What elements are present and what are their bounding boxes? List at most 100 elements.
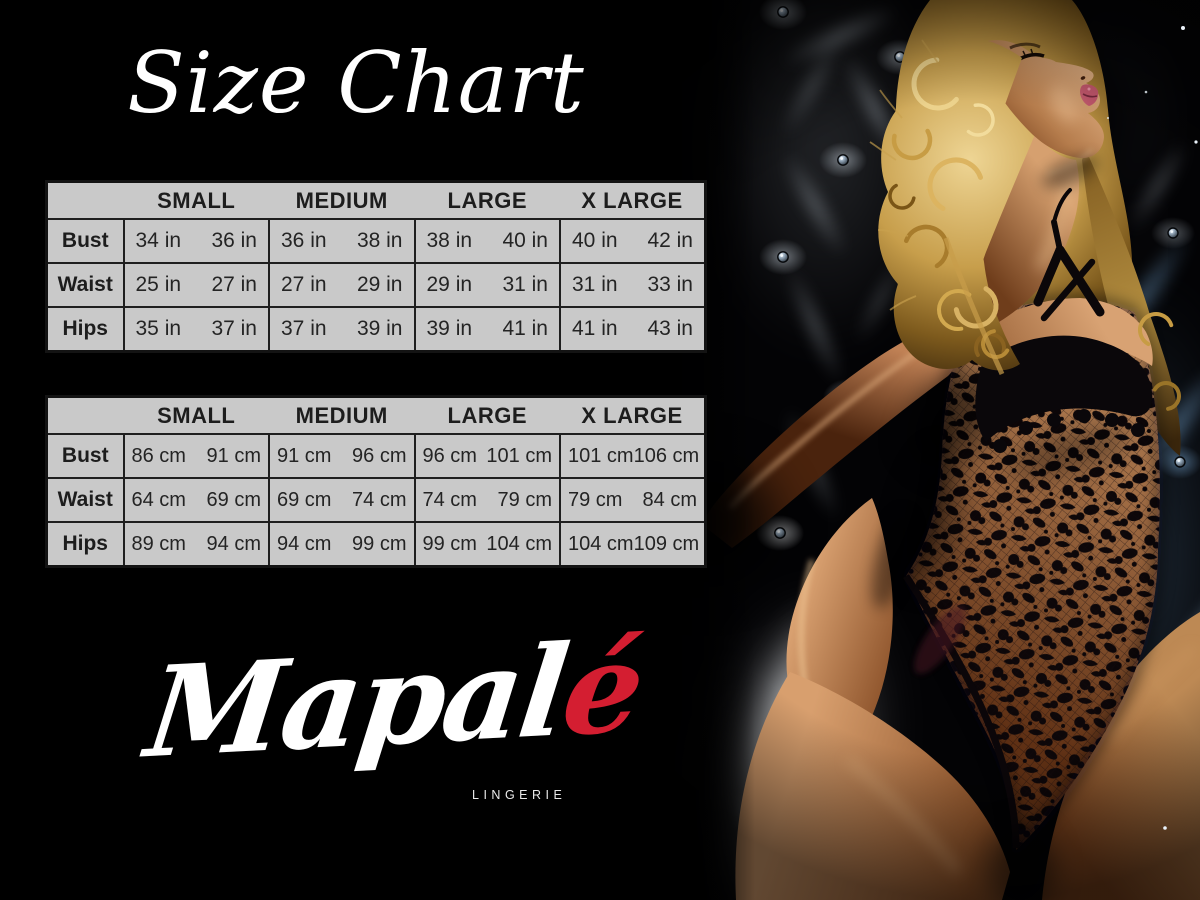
size-value: 41 in: [572, 317, 618, 340]
table-row-waist: Waist 25 in 27 in 27 in 29 in 29 in 31 in 3…: [45, 262, 707, 308]
size-value: 31 in: [572, 273, 618, 296]
size-cell: 25 in 27 in: [122, 262, 270, 308]
size-cell: 89 cm 94 cm: [122, 521, 270, 568]
size-value: 79 cm: [497, 488, 552, 511]
size-value: 40 in: [502, 229, 548, 252]
size-cell: 36 in 38 in: [268, 218, 416, 264]
size-value: 101 cm: [486, 444, 552, 467]
row-label: Waist: [45, 477, 125, 523]
size-value: 41 in: [502, 317, 548, 340]
size-value: 91 cm: [206, 444, 261, 467]
brand-logo-text: Mapal: [139, 618, 574, 787]
size-column-header: LARGE: [414, 396, 560, 435]
size-cell: 79 cm 84 cm: [559, 477, 707, 523]
vignette: [640, 0, 1200, 900]
size-cell: 99 cm 104 cm: [413, 521, 561, 568]
page-title: Size Chart: [127, 34, 585, 132]
size-value: 27 in: [281, 273, 327, 296]
size-cell: 31 in 33 in: [559, 262, 707, 308]
size-cell: 69 cm 74 cm: [268, 477, 416, 523]
size-value: 36 in: [211, 229, 257, 252]
size-value: 91 cm: [277, 444, 332, 467]
size-value: 109 cm: [633, 532, 700, 555]
table-corner-cell: [46, 181, 124, 220]
size-value: 29 in: [356, 273, 403, 296]
size-cell: 34 in 36 in: [122, 218, 270, 264]
table-row-hips: Hips 35 in 37 in 37 in 39 in 39 in 41 in 41…: [45, 306, 707, 353]
table-header-row: SMALL MEDIUM LARGE X LARGE: [46, 396, 706, 435]
size-value: 33 in: [647, 273, 693, 296]
size-cell: 40 in 42 in: [559, 218, 707, 264]
size-value: 96 cm: [422, 444, 477, 467]
size-value: 39 in: [426, 317, 473, 340]
size-value: 43 in: [647, 317, 693, 340]
size-cell: 74 cm 79 cm: [413, 477, 561, 523]
size-cell: 86 cm 91 cm: [122, 433, 270, 479]
size-value: 37 in: [211, 317, 257, 340]
size-cell: 29 in 31 in: [413, 262, 561, 308]
size-cell: 41 in 43 in: [559, 306, 707, 353]
row-label: Bust: [45, 433, 125, 479]
size-value: 96 cm: [352, 444, 407, 467]
size-table-inches: SMALL MEDIUM LARGE X LARGE Bust 34 in 36 …: [45, 180, 707, 353]
size-cell: 37 in 39 in: [268, 306, 416, 353]
model-photo-panel: [640, 0, 1200, 900]
model-photo-illustration: [640, 0, 1200, 900]
size-cell: 96 cm 101 cm: [413, 433, 561, 479]
size-value: 27 in: [211, 273, 257, 296]
size-value: 74 cm: [422, 488, 477, 511]
size-value: 84 cm: [642, 488, 697, 511]
size-value: 42 in: [647, 229, 693, 252]
crystal-sparkles: [1106, 26, 1198, 830]
size-value: 38 in: [356, 229, 403, 252]
size-cell: 91 cm 96 cm: [268, 433, 416, 479]
size-value: 94 cm: [277, 532, 332, 555]
size-cell: 101 cm 106 cm: [559, 433, 707, 479]
size-value: 34 in: [135, 229, 182, 252]
size-value: 69 cm: [206, 488, 261, 511]
table-row-waist: Waist 64 cm 69 cm 69 cm 74 cm 74 cm 79 cm 7…: [45, 477, 707, 523]
size-value: 37 in: [281, 317, 327, 340]
size-value: 106 cm: [633, 444, 700, 467]
size-value: 25 in: [135, 273, 182, 296]
table-row-bust: Bust 34 in 36 in 36 in 38 in 38 in 40 in 40…: [45, 218, 707, 264]
size-value: 64 cm: [131, 488, 186, 511]
size-value: 38 in: [426, 229, 473, 252]
size-value: 94 cm: [206, 532, 261, 555]
size-value: 99 cm: [352, 532, 407, 555]
size-value: 29 in: [426, 273, 473, 296]
size-cell: 64 cm 69 cm: [122, 477, 270, 523]
size-cell: 38 in 40 in: [413, 218, 561, 264]
size-value: 104 cm: [568, 532, 634, 555]
size-value: 101 cm: [568, 444, 634, 467]
table-row-hips: Hips 89 cm 94 cm 94 cm 99 cm 99 cm 104 cm 1…: [45, 521, 707, 568]
size-chart-panel: Size Chart SMALL MEDIUM LARGE X LARGE Bu…: [45, 34, 707, 802]
row-label: Waist: [45, 262, 125, 308]
size-column-header: MEDIUM: [269, 181, 415, 220]
size-cell: 39 in 41 in: [413, 306, 561, 353]
row-label: Hips: [45, 306, 125, 353]
brand-tagline: LINGERIE: [472, 788, 567, 802]
size-column-header: X LARGE: [560, 181, 706, 220]
size-column-header: X LARGE: [560, 396, 706, 435]
size-value: 31 in: [502, 273, 548, 296]
size-cell: 104 cm 109 cm: [559, 521, 707, 568]
size-value: 86 cm: [131, 444, 186, 467]
size-value: 39 in: [356, 317, 403, 340]
size-value: 99 cm: [422, 532, 477, 555]
table-header-row: SMALL MEDIUM LARGE X LARGE: [46, 181, 706, 220]
size-value: 40 in: [572, 229, 618, 252]
size-value: 104 cm: [486, 532, 552, 555]
size-value: 36 in: [281, 229, 327, 252]
size-value: 69 cm: [277, 488, 332, 511]
size-column-header: LARGE: [414, 181, 560, 220]
size-cell: 94 cm 99 cm: [268, 521, 416, 568]
size-column-header: MEDIUM: [269, 396, 415, 435]
size-value: 89 cm: [131, 532, 186, 555]
size-cell: 35 in 37 in: [122, 306, 270, 353]
row-label: Bust: [45, 218, 125, 264]
size-table-centimeters: SMALL MEDIUM LARGE X LARGE Bust 86 cm 91 …: [45, 395, 707, 568]
size-value: 74 cm: [352, 488, 407, 511]
table-corner-cell: [46, 396, 124, 435]
